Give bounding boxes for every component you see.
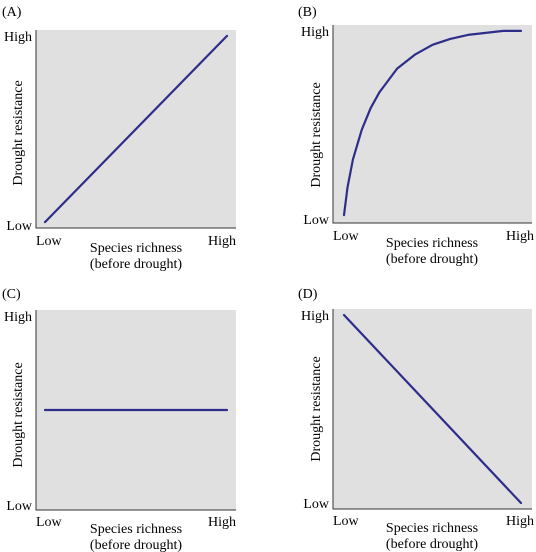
panel-d-xlabel-line2: (before drought) (386, 537, 478, 552)
panel-a-label: (A) (2, 5, 22, 20)
panel-d: (D) High Low Low High Species richness (… (298, 287, 534, 552)
panel-d-ytick-top: High (301, 309, 329, 324)
panel-a-series-line (43, 34, 229, 224)
panel-b: (B) High Low Low High Species richness (… (298, 5, 534, 267)
panel-d-ylabel: Drought resistance (309, 356, 324, 461)
panel-a-ytick-low: Low (6, 219, 33, 234)
panel-a-ytick-high: High (4, 30, 32, 45)
panel-b-xtick-low: Low (333, 229, 360, 244)
panel-b-ylabel: Drought resistance (309, 82, 324, 187)
panel-d-label: (D) (298, 287, 318, 302)
panel-b-plot-area (333, 25, 532, 223)
panel-c-ylabel: Drought resistance (11, 362, 26, 467)
panel-b-series-line (342, 29, 523, 217)
panel-c-ytick-high: High (4, 310, 32, 325)
panel-c-xlabel-line1: Species richness (90, 522, 182, 537)
panel-c-label: (C) (2, 287, 21, 302)
panel-a: (A) High Low Low High Species richness (… (2, 5, 236, 272)
panel-c-xtick-low: Low (36, 515, 63, 530)
panel-d-ytick-bottom: Low (303, 497, 330, 512)
panel-a-ylabel: Drought resistance (11, 80, 26, 185)
panel-d-xlabel-line1: Species richness (386, 521, 478, 536)
panel-b-xtick-high: High (506, 229, 534, 244)
panel-a-xtick-low: Low (36, 234, 63, 249)
panel-a-xtick-high: High (208, 234, 236, 249)
panel-c-xlabel-line2: (before drought) (90, 538, 182, 552)
panel-b-ytick-low: Low (303, 213, 330, 228)
panel-b-xlabel-line1: Species richness (386, 236, 478, 251)
panel-b-ytick-high: High (301, 25, 329, 40)
panel-c: (C) High Low Low High Species richness (… (2, 287, 236, 552)
panel-c-xtick-high: High (208, 515, 236, 530)
panel-c-ytick-low: Low (6, 499, 33, 514)
panel-a-xlabel-line2: (before drought) (90, 257, 182, 272)
panel-b-label: (B) (298, 5, 317, 20)
panel-a-xlabel-line1: Species richness (90, 241, 182, 256)
panel-b-xlabel-line2: (before drought) (386, 252, 478, 267)
panel-d-xtick-high: High (506, 514, 534, 529)
panel-axes (332, 309, 532, 510)
panel-d-xtick-low: Low (333, 514, 360, 529)
panel-axes (35, 310, 236, 511)
panel-d-series-line (342, 313, 523, 505)
panel-axes (332, 25, 532, 224)
panel-axes (35, 30, 236, 229)
